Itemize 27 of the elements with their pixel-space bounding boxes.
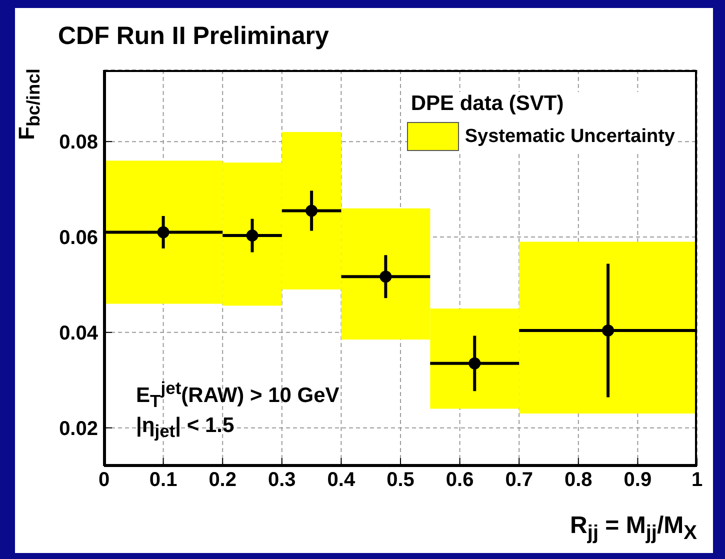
x-tick-label: 0.2 — [208, 469, 237, 492]
annotation: |η$_{jet}$| < 1.5 — [136, 414, 234, 442]
x-tick-label: 1 — [691, 469, 703, 492]
point — [246, 230, 258, 242]
point — [157, 226, 170, 238]
x-axis-title: R$_{jj}$ = M$_{jj}$/M$_{X}$ — [570, 512, 697, 545]
point — [380, 270, 392, 283]
x-tick-label: 0.6 — [446, 469, 474, 492]
x-tick-label: 0.5 — [386, 469, 414, 492]
x-tick-label: 0.8 — [564, 469, 592, 492]
x-tick-label: 0 — [98, 469, 110, 492]
y-tick-label: 0.06 — [59, 227, 98, 250]
x-tick-label: 0.9 — [624, 469, 652, 492]
x-tick-label: 0.7 — [505, 469, 534, 492]
x-tick-label: 0.1 — [149, 469, 178, 492]
annotation: E$_{T}$$^{jet}$(RAW) > 10 GeV — [136, 378, 340, 412]
y-tick-label: 0.04 — [59, 322, 99, 345]
legend-title: DPE data (SVT) — [410, 92, 565, 116]
y-tick-label: 0.02 — [59, 418, 98, 440]
x-tick-label: 0.3 — [268, 469, 296, 492]
point — [468, 357, 481, 370]
chart-title: CDF Run II Preliminary — [58, 22, 329, 51]
point — [602, 324, 614, 336]
y-tick-label: 0.08 — [59, 132, 98, 154]
point — [306, 204, 318, 217]
x-tick-label: 0.4 — [327, 469, 356, 492]
legend-label: Systematic Uncertainty — [464, 126, 675, 148]
